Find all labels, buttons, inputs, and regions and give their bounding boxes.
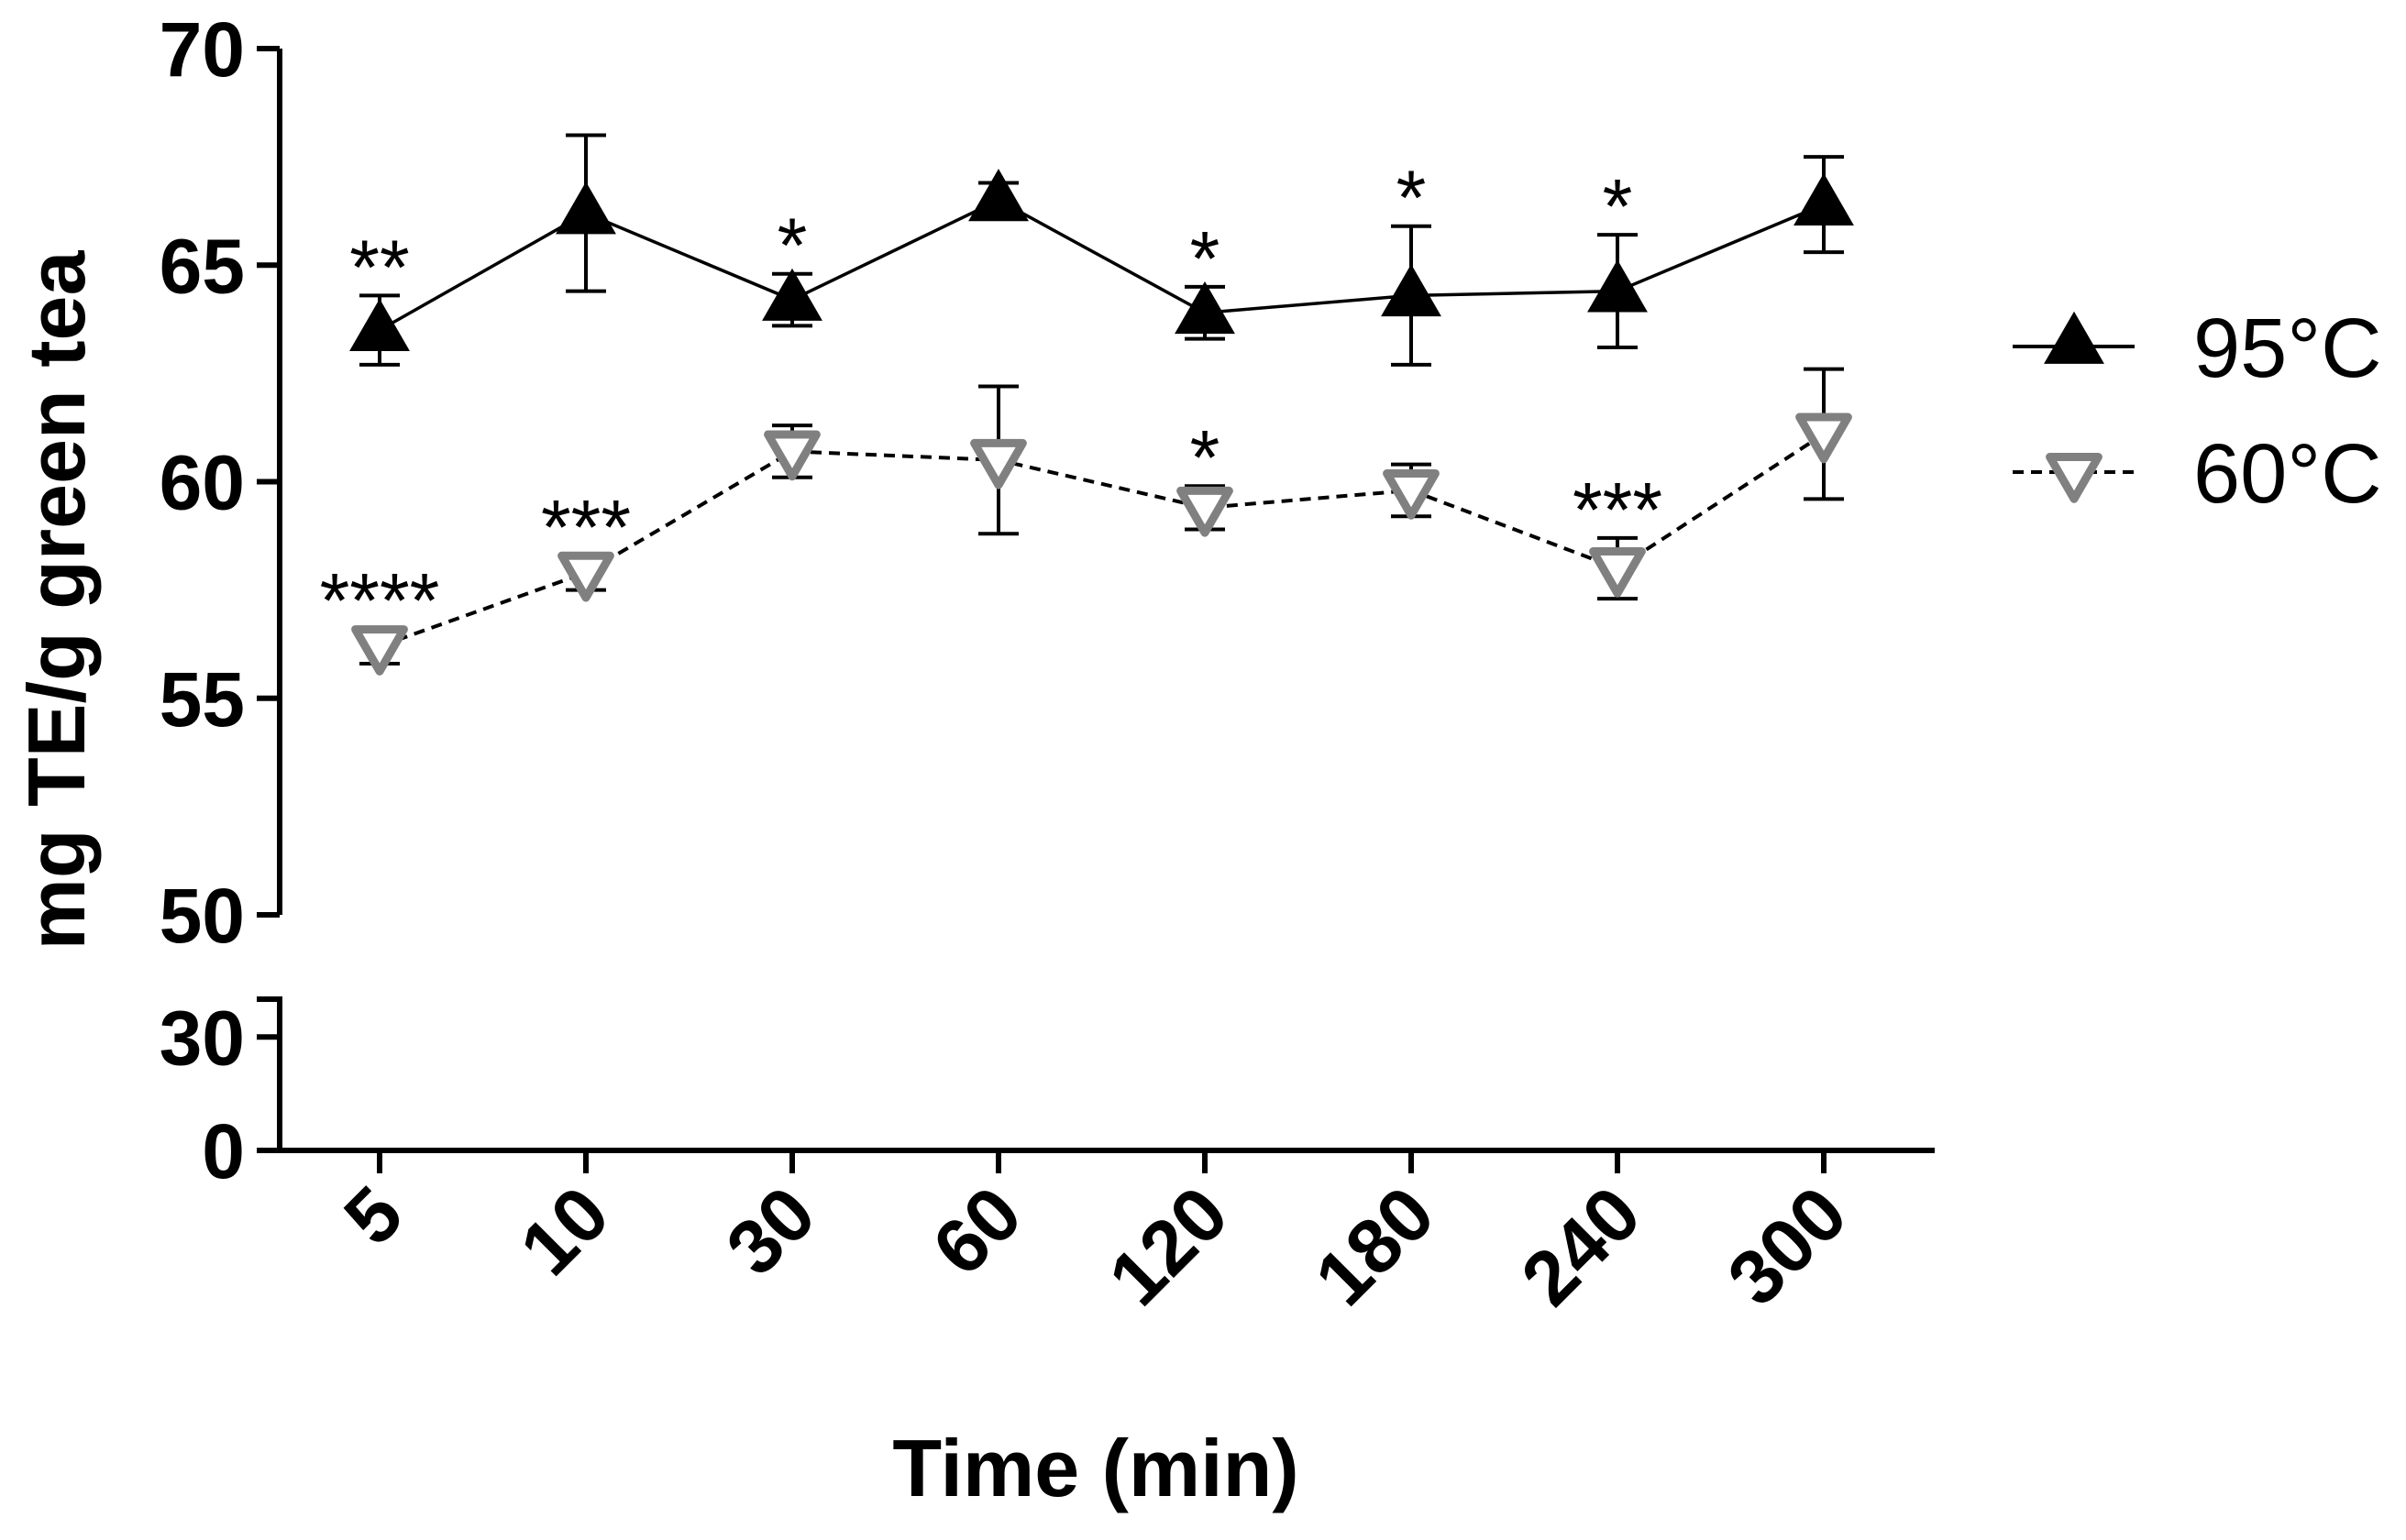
significance-layer: ** * ** ************ <box>320 155 1662 644</box>
y-tick-label: 50 <box>160 873 245 959</box>
x-tick-label: 240 <box>1505 1170 1657 1322</box>
y-axis-title: mg TE/g green tea <box>11 250 102 951</box>
legend-label: 95°C <box>2193 302 2382 395</box>
series-0 <box>349 133 1854 367</box>
series-line <box>379 198 1825 332</box>
x-tick-label: 5 <box>327 1170 419 1261</box>
data-point <box>1589 547 1646 598</box>
data-point <box>349 298 410 351</box>
data-point <box>968 169 1029 222</box>
y-tick-label: 0 <box>202 1108 245 1194</box>
x-tick-label: 10 <box>503 1170 625 1292</box>
legend-item-1: 60°C <box>2013 427 2382 521</box>
x-tick-label: 120 <box>1092 1170 1244 1322</box>
data-point <box>1383 468 1440 520</box>
y-tick-label: 65 <box>160 223 245 309</box>
significance-label: ** <box>349 224 409 310</box>
legend-label: 60°C <box>2193 427 2382 521</box>
data-point <box>970 438 1027 490</box>
legend: 95°C 60°C <box>2013 302 2382 521</box>
significance-label: * <box>1603 163 1633 249</box>
significance-label: **** <box>320 557 440 644</box>
axes: 50 55 60 65 70 0 30 5 10 30 60 120 180 240 300 <box>160 6 1935 1322</box>
data-point <box>1793 172 1854 226</box>
legend-marker <box>2046 453 2102 503</box>
y-tick-label: 60 <box>160 440 245 526</box>
data-point <box>557 551 614 602</box>
data-point <box>1795 412 1852 464</box>
legend-item-0: 95°C <box>2013 302 2382 395</box>
data-point <box>1587 259 1648 313</box>
y-tick-label: 55 <box>160 656 245 742</box>
series-line <box>379 432 1826 648</box>
significance-label: *** <box>1573 467 1662 553</box>
significance-label: * <box>1190 414 1220 500</box>
series-layer <box>349 133 1854 676</box>
significance-label: *** <box>541 484 631 570</box>
x-tick-label: 30 <box>710 1170 832 1292</box>
data-point <box>351 625 408 676</box>
data-point <box>762 268 822 321</box>
data-point <box>1381 264 1441 317</box>
significance-label: * <box>778 203 808 289</box>
series-1 <box>351 367 1852 676</box>
y-tick-label: 30 <box>160 995 245 1081</box>
significance-label: * <box>1190 215 1220 302</box>
data-point <box>764 430 821 481</box>
data-point <box>556 182 616 235</box>
x-tick-label: 60 <box>916 1170 1038 1292</box>
x-tick-label: 180 <box>1298 1170 1451 1322</box>
legend-marker <box>2044 311 2104 364</box>
y-tick-label: 70 <box>160 6 245 93</box>
data-point <box>1175 280 1235 335</box>
data-point <box>1176 486 1233 537</box>
significance-label: * <box>1396 155 1427 241</box>
x-axis-title: Time (min) <box>892 1423 1298 1513</box>
x-tick-label: 300 <box>1711 1170 1863 1322</box>
